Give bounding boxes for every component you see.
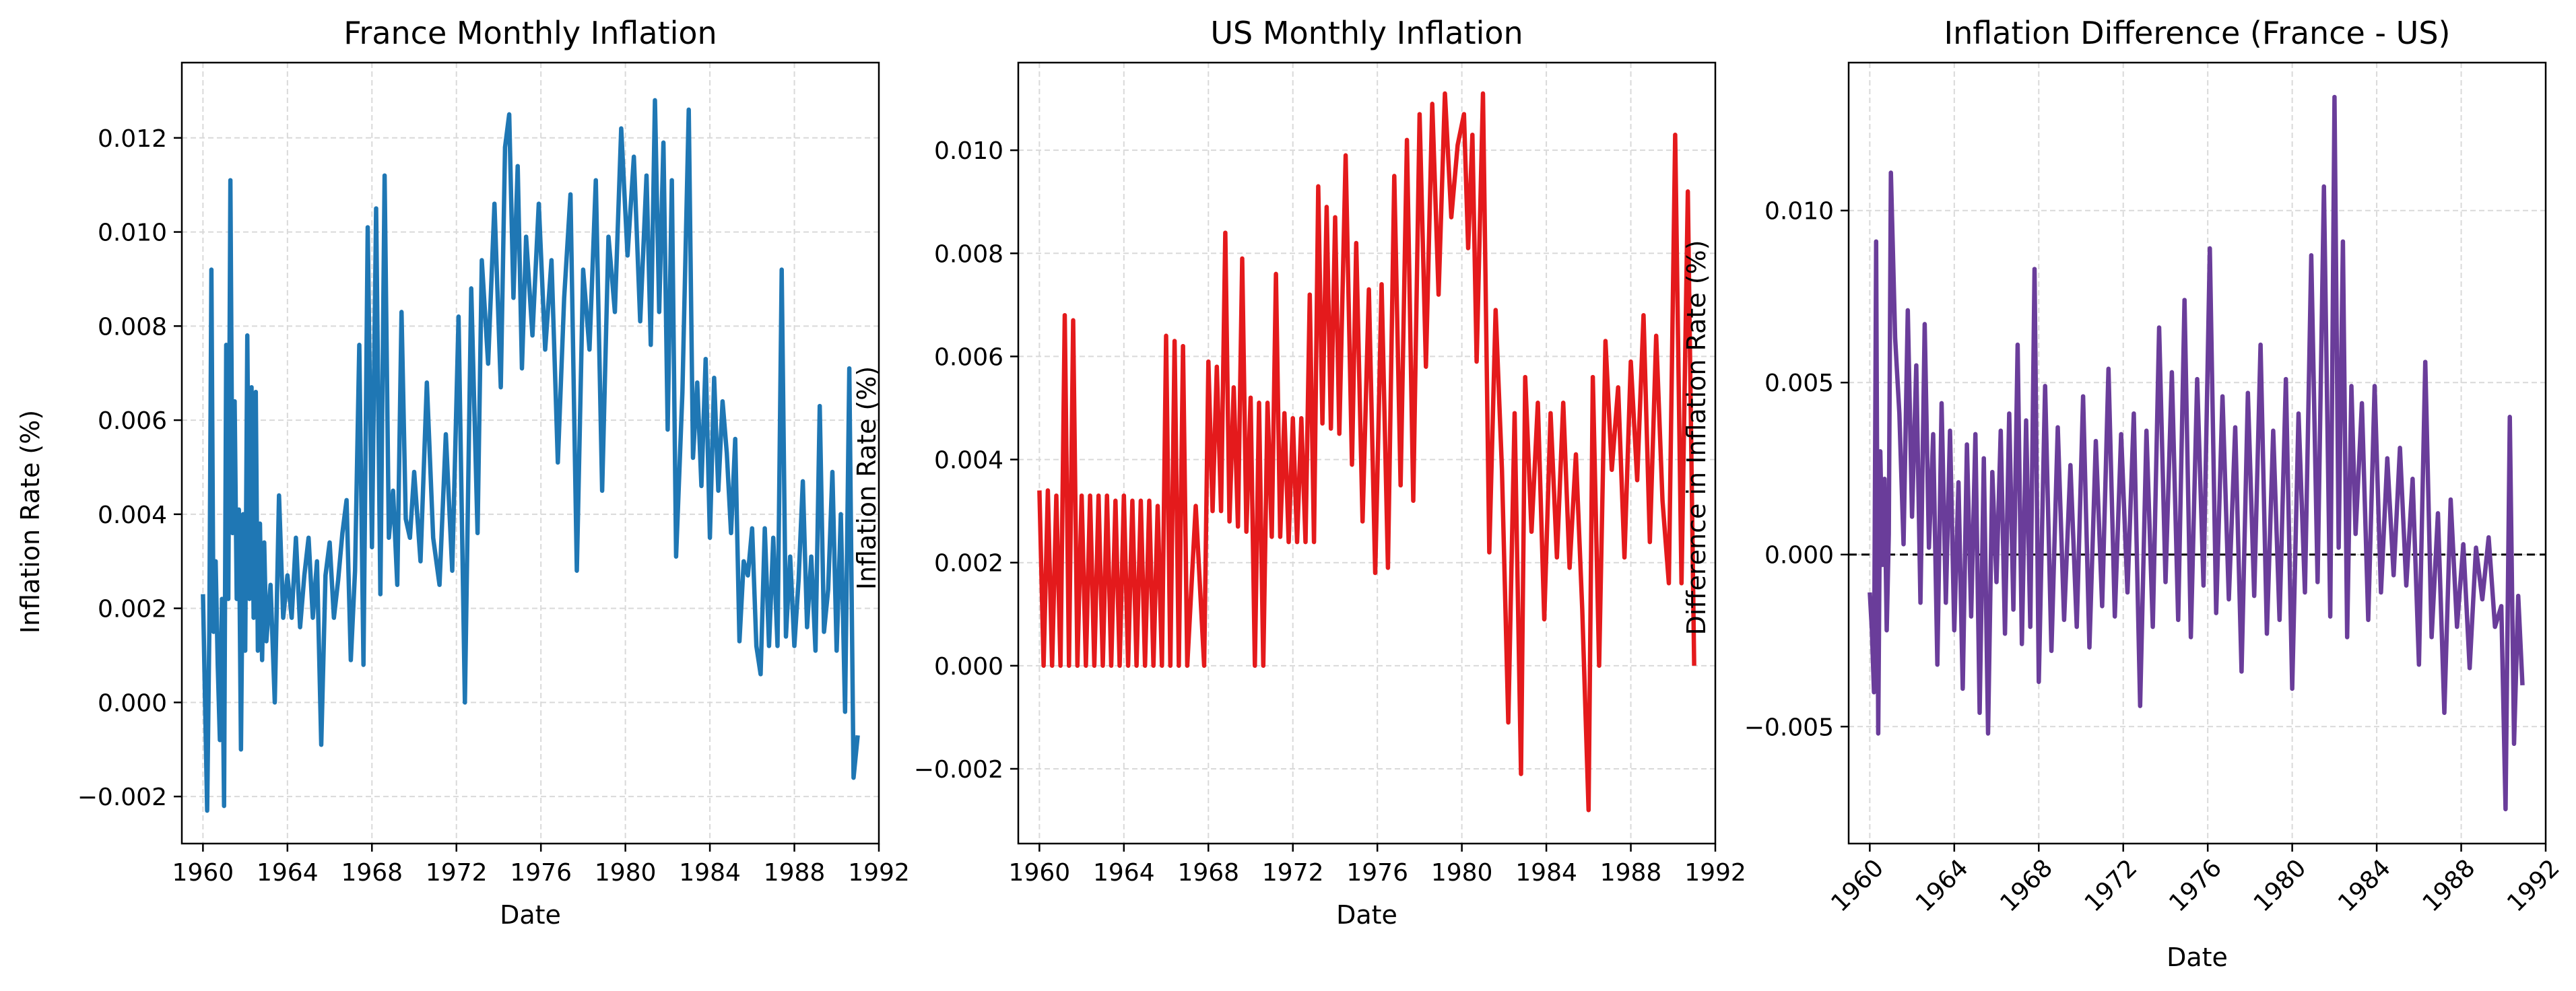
france-chart-xtick-label: 1980 — [595, 859, 657, 887]
france-chart-title: France Monthly Inflation — [343, 15, 717, 51]
france-chart-yticks: −0.002 0.000 0.002 0.004 0.006 0.008 0.010 0.01… — [77, 125, 182, 811]
difference-chart-frame — [1847, 61, 2547, 845]
france-chart-xtick-label: 1988 — [764, 859, 826, 887]
us-chart-xtick-label: 1992 — [1684, 859, 1746, 887]
difference-chart-xlabel: Date — [2167, 943, 2228, 972]
difference-chart-xtick-label: 1988 — [2418, 854, 2481, 918]
us-chart-xtick-label: 1976 — [1346, 859, 1408, 887]
difference-chart-xtick-label: 1972 — [2080, 854, 2143, 918]
difference-chart-xtick-label: 1960 — [1826, 854, 1889, 918]
us-chart-ytick-label: 0.004 — [934, 447, 1003, 475]
france-chart-background — [0, 0, 892, 988]
difference-chart-xtick-label: 1976 — [2164, 854, 2227, 918]
us-chart-xticks: 1960 1964 1968 1972 1976 1980 1984 1988 1992 — [1009, 844, 1746, 887]
france-chart-ylabel: Inflation Rate (%) — [15, 410, 45, 634]
difference-chart-series-line — [1868, 94, 2525, 812]
us-chart-title: US Monthly Inflation — [1210, 15, 1523, 51]
france-chart-series-line — [201, 98, 860, 813]
france-chart-xtick-label: 1972 — [426, 859, 488, 887]
france-chart-ytick-label: 0.008 — [98, 313, 167, 341]
france-chart-ytick-label: 0.006 — [98, 407, 167, 435]
us-chart-ytick-label: 0.002 — [934, 550, 1003, 578]
france-chart-ytick-label: 0.012 — [98, 125, 167, 153]
us-chart-frame — [1017, 61, 1717, 845]
us-chart-ytick-label: −0.002 — [914, 756, 1003, 784]
us-chart-ytick-label: 0.008 — [934, 240, 1003, 268]
us-chart-xlabel: Date — [1336, 900, 1397, 930]
us-chart-xtick-label: 1984 — [1515, 859, 1577, 887]
france-chart-xtick-label: 1960 — [172, 859, 234, 887]
france-chart-frame — [180, 61, 880, 845]
us-chart-xtick-label: 1988 — [1600, 859, 1662, 887]
us-chart-xtick-label: 1972 — [1262, 859, 1324, 887]
difference-chart-ytick-label: 0.000 — [1764, 542, 1834, 570]
us-chart-series-line — [1037, 91, 1696, 813]
us-chart: US Monthly Inflation Date Inflation Rate… — [852, 15, 1746, 930]
difference-chart-ytick-label: 0.005 — [1764, 370, 1834, 397]
difference-chart-ytick-label: 0.010 — [1764, 198, 1834, 226]
france-chart: France Monthly Inflation Date Inflation … — [0, 0, 910, 988]
difference-chart-yticks: −0.005 0.000 0.005 0.010 — [1744, 198, 1849, 741]
us-chart-xtick-label: 1980 — [1431, 859, 1493, 887]
difference-chart-xtick-label: 1984 — [2333, 854, 2396, 918]
france-chart-ytick-label: −0.002 — [77, 784, 167, 811]
difference-chart-title: Inflation Difference (France - US) — [1944, 15, 2451, 51]
difference-chart-xtick-label: 1980 — [2249, 854, 2312, 918]
france-chart-ytick-label: 0.000 — [98, 689, 167, 717]
france-chart-xlabel: Date — [500, 900, 561, 930]
france-chart-xtick-label: 1964 — [257, 859, 319, 887]
difference-chart-ytick-label: −0.005 — [1744, 714, 1834, 741]
difference-chart-xtick-label: 1992 — [2502, 854, 2565, 918]
france-chart-xticks: 1960 1964 1968 1972 1976 1980 1984 1988 1992 — [172, 844, 910, 887]
us-chart-yticks: −0.002 0.000 0.002 0.004 0.006 0.008 0.010 — [914, 137, 1018, 784]
difference-chart-xtick-label: 1964 — [1911, 854, 1974, 918]
us-chart-ytick-label: 0.010 — [934, 137, 1003, 165]
france-chart-ytick-label: 0.004 — [98, 502, 167, 529]
us-chart-ytick-label: 0.000 — [934, 653, 1003, 681]
us-chart-xtick-label: 1960 — [1009, 859, 1071, 887]
us-chart-xtick-label: 1964 — [1093, 859, 1155, 887]
difference-chart: Inflation Difference (France - US) Date … — [1682, 15, 2565, 972]
difference-chart-xtick-label: 1968 — [1995, 854, 2058, 918]
difference-chart-xticks: 1960 1964 1968 1972 1976 1980 1984 1988 1992 — [1826, 844, 2565, 918]
us-chart-ytick-label: 0.006 — [934, 343, 1003, 371]
france-chart-ytick-label: 0.002 — [98, 596, 167, 623]
france-chart-xtick-label: 1976 — [510, 859, 572, 887]
us-chart-xtick-label: 1968 — [1177, 859, 1239, 887]
us-chart-ylabel: Inflation Rate (%) — [852, 366, 882, 590]
france-chart-xtick-label: 1992 — [848, 859, 910, 887]
difference-chart-ylabel: Difference in Inflation Rate (%) — [1682, 240, 1711, 635]
france-chart-xtick-label: 1984 — [679, 859, 741, 887]
france-chart-ytick-label: 0.010 — [98, 219, 167, 247]
france-chart-xtick-label: 1968 — [341, 859, 403, 887]
